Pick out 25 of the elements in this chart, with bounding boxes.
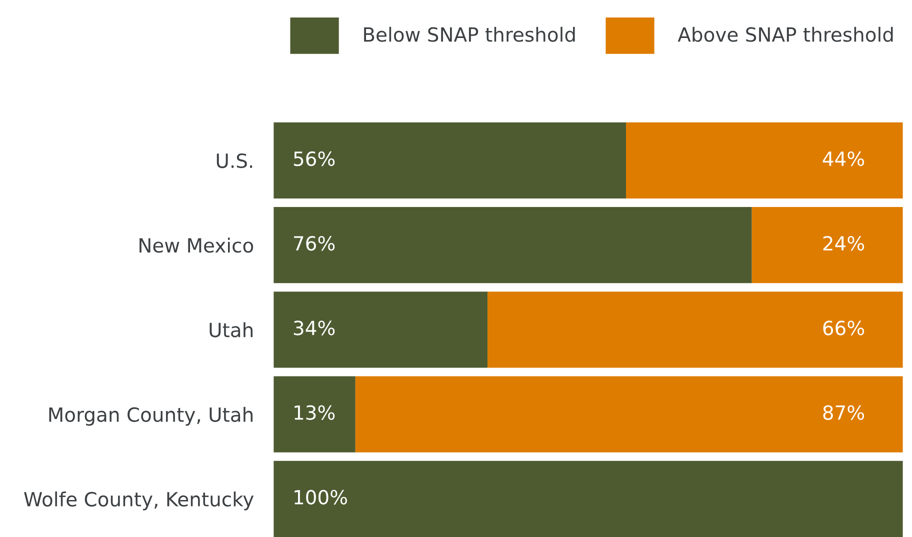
data-label: 87%	[823, 405, 864, 420]
data-label: 44%	[822, 151, 864, 166]
data-label: 34%	[294, 320, 335, 336]
y-tick-label: Wolfe County, Kentucky	[24, 492, 254, 510]
bar	[274, 460, 903, 537]
data-label: 76%	[294, 236, 335, 251]
bar	[274, 292, 488, 368]
data-label: 56%	[294, 151, 335, 166]
bar	[274, 206, 752, 284]
bar	[626, 122, 903, 199]
data-label: 66%	[823, 320, 864, 336]
data-label: 24%	[823, 236, 864, 251]
bar	[274, 376, 356, 452]
legend-label: Above SNAP threshold	[678, 26, 893, 42]
bar	[355, 376, 903, 452]
y-tick-label: New Mexico	[140, 238, 254, 253]
bar	[752, 206, 903, 284]
data-label: 100%	[294, 490, 347, 505]
y-tick-label: Morgan County, Utah	[49, 406, 253, 426]
legend-label: Below SNAP threshold	[364, 26, 575, 42]
bar	[274, 122, 626, 199]
y-tick-label: Utah	[210, 322, 253, 338]
y-tick-label: U.S.	[216, 153, 252, 168]
data-label: 13%	[294, 405, 335, 420]
bar	[488, 292, 903, 368]
